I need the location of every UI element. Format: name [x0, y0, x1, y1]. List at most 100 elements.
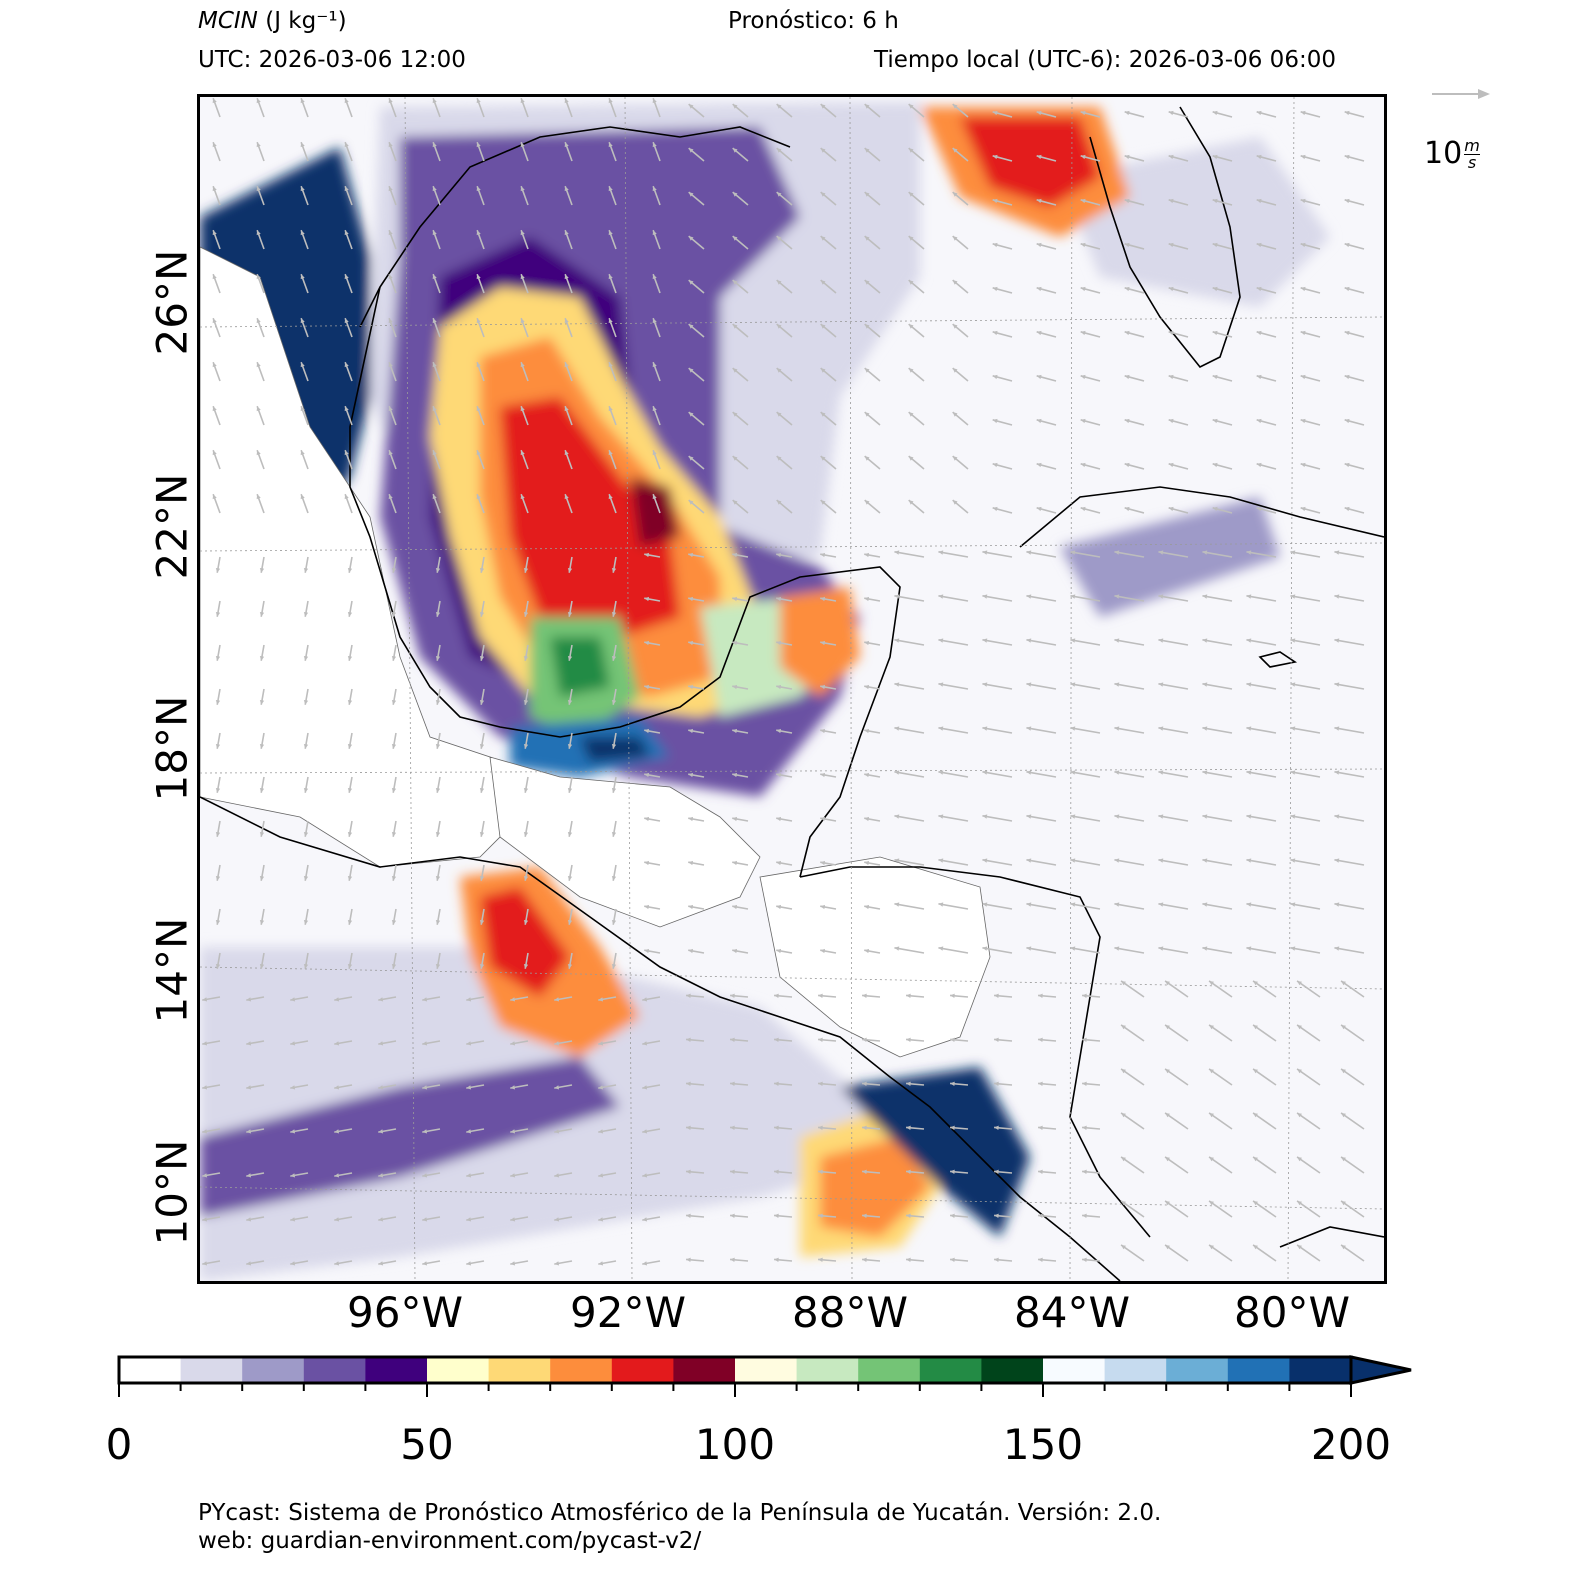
wind-arrow-head — [466, 1173, 472, 1178]
wind-arrow-head — [774, 993, 779, 998]
wind-arrow-head — [259, 831, 265, 837]
wind-arrow-head — [820, 280, 826, 285]
wind-arrow-head — [290, 997, 296, 1002]
wind-arrow — [1246, 771, 1277, 778]
wind-arrow-head — [642, 1217, 648, 1222]
wind-arrow-head — [1165, 1024, 1170, 1030]
wind-arrow — [894, 727, 925, 734]
wind-arrow-head — [523, 831, 529, 837]
wind-arrow-head — [259, 875, 265, 881]
wind-arrow-head — [1202, 814, 1208, 819]
wind-arrow-head — [202, 1085, 208, 1090]
wind-arrow-head — [1246, 550, 1252, 555]
wind-arrow-head — [476, 318, 481, 324]
wind-arrow — [1026, 595, 1057, 602]
wind-arrow-head — [652, 494, 657, 500]
wind-arrow-head — [212, 274, 217, 280]
wind-arrow-head — [992, 154, 998, 160]
wind-arrow-head — [564, 186, 569, 192]
wind-arrow-head — [1256, 330, 1262, 336]
wind-arrow-head — [256, 318, 261, 324]
wind-arrow-head — [212, 318, 217, 324]
wind-arrow — [1334, 683, 1365, 690]
wind-arrow — [1114, 815, 1145, 822]
wind-arrow-head — [894, 770, 900, 775]
wind-arrow-head — [432, 98, 437, 104]
wind-arrow-head — [1253, 1156, 1258, 1162]
wind-arrow-head — [1202, 550, 1208, 555]
wind-arrow-head — [290, 1041, 296, 1046]
wind-arrow-head — [554, 1261, 560, 1266]
wind-arrow-head — [642, 1129, 648, 1134]
wind-arrow-head — [344, 274, 349, 280]
wind-arrow-head — [1168, 242, 1174, 248]
wind-arrow-head — [1082, 1081, 1087, 1086]
wind-arrow-head — [908, 324, 914, 329]
wind-arrow-head — [776, 728, 782, 734]
colorbar-tick-150: 150 — [1002, 1420, 1084, 1469]
wind-arrow-head — [1121, 1024, 1126, 1030]
wind-arrow-head — [644, 640, 650, 646]
wind-arrow — [1026, 903, 1057, 910]
colorbar-segment — [427, 1357, 490, 1383]
wind-arrow-head — [688, 596, 694, 602]
wind-arrow-head — [982, 638, 988, 643]
wind-arrow-head — [1038, 1257, 1043, 1262]
wind-arrow-head — [479, 831, 485, 837]
wind-arrow-head — [1253, 980, 1258, 986]
wind-arrow-head — [952, 236, 958, 241]
wind-arrow-head — [1297, 1068, 1302, 1074]
wind-arrow-head — [1036, 242, 1042, 248]
wind-arrow-head — [776, 456, 782, 461]
wind-arrow-head — [730, 1125, 735, 1130]
wind-arrow-head — [1344, 286, 1350, 292]
wind-arrow-head — [732, 904, 738, 910]
wind-arrow-head — [1038, 1125, 1043, 1130]
wind-arrow-head — [688, 148, 694, 153]
wind-arrow-head — [774, 1037, 779, 1042]
wind-arrow-head — [1080, 462, 1086, 468]
wind-arrow-head — [864, 192, 870, 197]
wind-arrow-head — [290, 1261, 296, 1266]
colorbar-segment — [1166, 1357, 1229, 1383]
wind-arrow-head — [1334, 726, 1340, 731]
wind-arrow-head — [608, 98, 613, 104]
wind-arrow-head — [1124, 506, 1130, 512]
wind-arrow — [894, 683, 925, 690]
wind-arrow-head — [388, 450, 393, 456]
wind-arrow — [1246, 859, 1277, 866]
colorbar-segment — [1227, 1357, 1290, 1383]
field-campeche-red — [500, 397, 680, 637]
wind-arrow-head — [952, 324, 958, 329]
wind-arrow-head — [1300, 154, 1306, 160]
wind-arrow — [1252, 1112, 1277, 1130]
variable-units: (J kg⁻¹) — [265, 8, 347, 34]
colorbar-tick-200: 200 — [1310, 1420, 1392, 1469]
wind-arrow-head — [1212, 330, 1218, 336]
wind-arrow-head — [1334, 682, 1340, 687]
wind-arrow-head — [259, 611, 265, 617]
lat-label-26n: 26°N — [147, 249, 197, 355]
wind-arrow-head — [686, 1213, 691, 1218]
wind-arrow-head — [1344, 330, 1350, 336]
wind-arrow — [1026, 947, 1057, 954]
wind-arrow-head — [290, 1173, 296, 1178]
wind-arrow-head — [1290, 770, 1296, 775]
wind-arrow-head — [1026, 902, 1032, 907]
wind-arrow-head — [952, 148, 958, 153]
wind-arrow-head — [1256, 506, 1262, 512]
wind-arrow — [1026, 727, 1057, 734]
wind-arrow-head — [1036, 506, 1042, 512]
map-panel — [197, 94, 1387, 1284]
wind-arrow-head — [476, 362, 481, 368]
wind-arrow-head — [520, 230, 525, 236]
wind-arrow — [1208, 1024, 1233, 1042]
wind-arrow-head — [1300, 286, 1306, 292]
wind-arrow-head — [1114, 726, 1120, 731]
wind-arrow-head — [776, 324, 782, 329]
wind-arrow-head — [906, 1257, 911, 1262]
wind-arrow-head — [1124, 418, 1130, 424]
wind-arrow-head — [1038, 1081, 1043, 1086]
wind-arrow-head — [862, 1037, 867, 1042]
wind-arrow-head — [1070, 550, 1076, 555]
